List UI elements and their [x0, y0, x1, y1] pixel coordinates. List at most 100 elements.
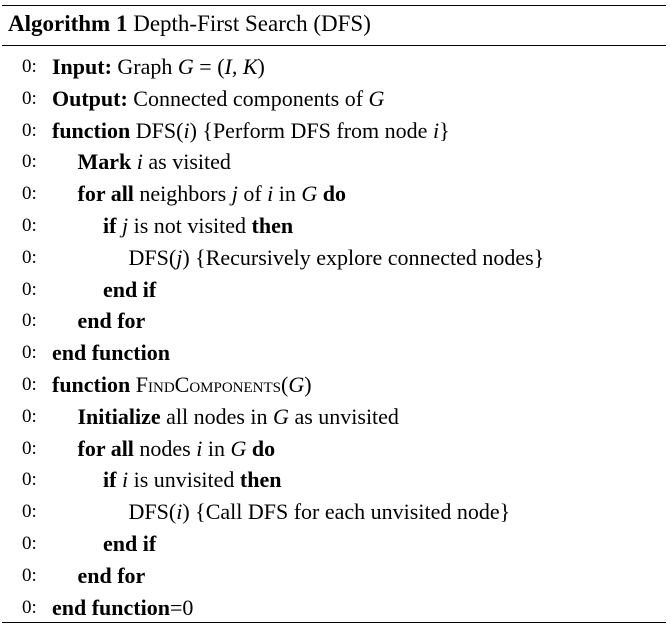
keyword: Input: — [52, 54, 112, 79]
line-fragment: in — [273, 181, 302, 207]
line-number: 0: — [22, 183, 37, 205]
math-symbol: j — [231, 181, 238, 207]
line-fragment: ) {Call DFS for each unvisited node} — [182, 499, 511, 525]
line-fragment: Graph — [111, 54, 178, 79]
line-text: Initialize all nodes in G as unvisited — [78, 402, 399, 432]
caption-rule — [2, 45, 666, 46]
line-fragment: DFS( — [128, 244, 177, 270]
math-symbol: j — [176, 244, 183, 270]
line-number: 0: — [22, 405, 37, 427]
math-symbol: G — [368, 85, 385, 111]
math-symbol: G — [273, 403, 289, 429]
algorithm-label: Algorithm 1 — [8, 11, 128, 36]
algorithm-caption: Algorithm 1 Depth-First Search (DFS) — [8, 9, 371, 39]
line-text: Output: Connected components of G — [52, 84, 384, 114]
line-fragment: =0 — [169, 594, 194, 620]
math-symbol: G — [177, 54, 194, 79]
line-text: end for — [78, 561, 146, 591]
keyword: if — [103, 467, 117, 493]
keyword: Mark — [77, 149, 132, 175]
math-symbol: i — [267, 181, 274, 207]
math-symbol: i — [136, 149, 143, 175]
line-text: Input: Graph G = (I, K) — [52, 52, 265, 82]
line-text: DFS(j) {Recursively explore connected no… — [129, 243, 545, 273]
line-text: end function — [52, 338, 170, 368]
line-number: 0: — [22, 56, 37, 77]
keyword: for all — [77, 435, 134, 461]
line-text: for all neighbors j of i in G do — [78, 179, 347, 209]
line-number: 0: — [22, 437, 37, 459]
line-number: 0: — [22, 87, 37, 109]
line-number: 0: — [22, 278, 37, 300]
keyword: do — [251, 435, 276, 461]
line-fragment: FindComponents — [135, 372, 281, 397]
line-text: if j is not visited then — [103, 211, 293, 241]
line-text: Mark i as visited — [78, 147, 231, 177]
line-number: 0: — [22, 533, 37, 554]
bottom-rule — [2, 622, 666, 623]
line-text: function DFS(i) {Perform DFS from node i… — [52, 116, 450, 146]
math-symbol: i — [432, 117, 440, 143]
line-number: 0: — [22, 596, 37, 618]
math-symbol: I, K — [224, 54, 258, 79]
line-number: 0: — [22, 119, 37, 141]
line-text: end if — [103, 275, 156, 305]
line-number: 0: — [22, 310, 37, 332]
math-symbol: j — [121, 213, 129, 238]
line-fragment: = ( — [193, 54, 225, 79]
line-fragment: as visited — [142, 149, 231, 175]
line-text: function FindComponents(G) — [52, 370, 312, 400]
keyword: Initialize — [77, 403, 161, 429]
line-fragment: neighbors — [133, 181, 232, 207]
keyword: end for — [77, 308, 146, 334]
line-text: end for — [78, 306, 146, 336]
line-fragment: of — [237, 181, 268, 207]
keyword: end for — [77, 562, 146, 588]
line-number: 0: — [22, 374, 37, 395]
keyword: then — [239, 467, 282, 493]
keyword: do — [322, 181, 347, 207]
line-text: DFS(i) {Call DFS for each unvisited node… — [129, 497, 511, 527]
line-text: end if — [103, 529, 156, 559]
line-fragment: Connected components of — [127, 85, 369, 111]
line-fragment: is not visited — [128, 213, 252, 238]
line-fragment: ( — [281, 372, 289, 397]
math-symbol: G — [230, 435, 247, 461]
keyword: end function — [52, 340, 170, 366]
line-fragment: DFS( — [130, 117, 184, 143]
line-number: 0: — [22, 469, 37, 491]
line-fragment: ) {Recursively explore connected nodes} — [182, 244, 545, 270]
line-fragment: nodes — [133, 435, 197, 461]
line-fragment: all nodes in — [160, 403, 274, 429]
keyword: function — [52, 117, 131, 143]
math-symbol: i — [196, 435, 203, 461]
math-symbol: i — [121, 467, 129, 493]
math-symbol: i — [183, 117, 190, 143]
line-number: 0: — [22, 564, 37, 586]
keyword: function — [52, 372, 131, 397]
line-fragment: in — [202, 435, 231, 461]
line-fragment: } — [439, 117, 450, 143]
line-number: 0: — [22, 501, 37, 523]
top-rule — [2, 5, 666, 6]
line-text: if i is unvisited then — [103, 465, 281, 495]
keyword: then — [251, 213, 294, 238]
keyword: for all — [77, 181, 134, 207]
line-text: end function=0 — [52, 593, 193, 623]
line-fragment: ) — [304, 372, 312, 397]
keyword: Output: — [52, 85, 128, 111]
line-fragment: DFS( — [128, 499, 177, 525]
line-fragment: ) — [257, 54, 265, 79]
keyword: if — [103, 213, 117, 238]
line-fragment: as unvisited — [288, 403, 399, 429]
line-text: for all nodes i in G do — [78, 434, 276, 464]
math-symbol: i — [176, 499, 183, 525]
line-fragment: is unvisited — [128, 467, 240, 493]
line-number: 0: — [22, 215, 37, 236]
keyword: end if — [103, 531, 157, 556]
line-number: 0: — [22, 246, 37, 268]
keyword: end if — [103, 276, 157, 302]
algorithm-title: Depth-First Search (DFS) — [133, 11, 371, 36]
math-symbol: G — [288, 372, 305, 397]
line-fragment: ) {Perform DFS from node — [189, 117, 433, 143]
